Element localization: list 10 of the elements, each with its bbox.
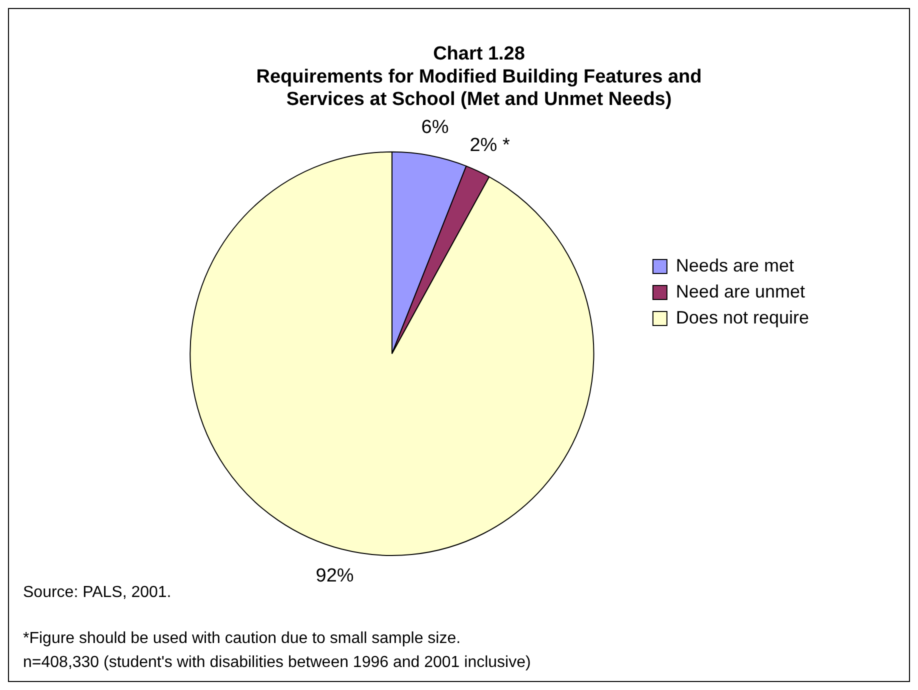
legend-label: Need are unmet bbox=[676, 281, 806, 302]
data-label: 6% bbox=[421, 117, 449, 138]
chart-title: Chart 1.28 Requirements for Modified Building Features and Services at School (Met and Unmet Needs) bbox=[256, 44, 702, 110]
source-note: Source: PALS, 2001. bbox=[23, 584, 172, 601]
text: *Figure should be used with caution due to small sample size. bbox=[23, 630, 461, 647]
data-label: 92% bbox=[316, 566, 354, 587]
legend-label: Does not require bbox=[676, 307, 810, 328]
data-label: 2% * bbox=[470, 135, 510, 156]
legend-label: Needs are met bbox=[676, 255, 794, 276]
text: n=408,330 (student's with disabilities between 1996 and 2001 inclusive) bbox=[23, 654, 531, 671]
